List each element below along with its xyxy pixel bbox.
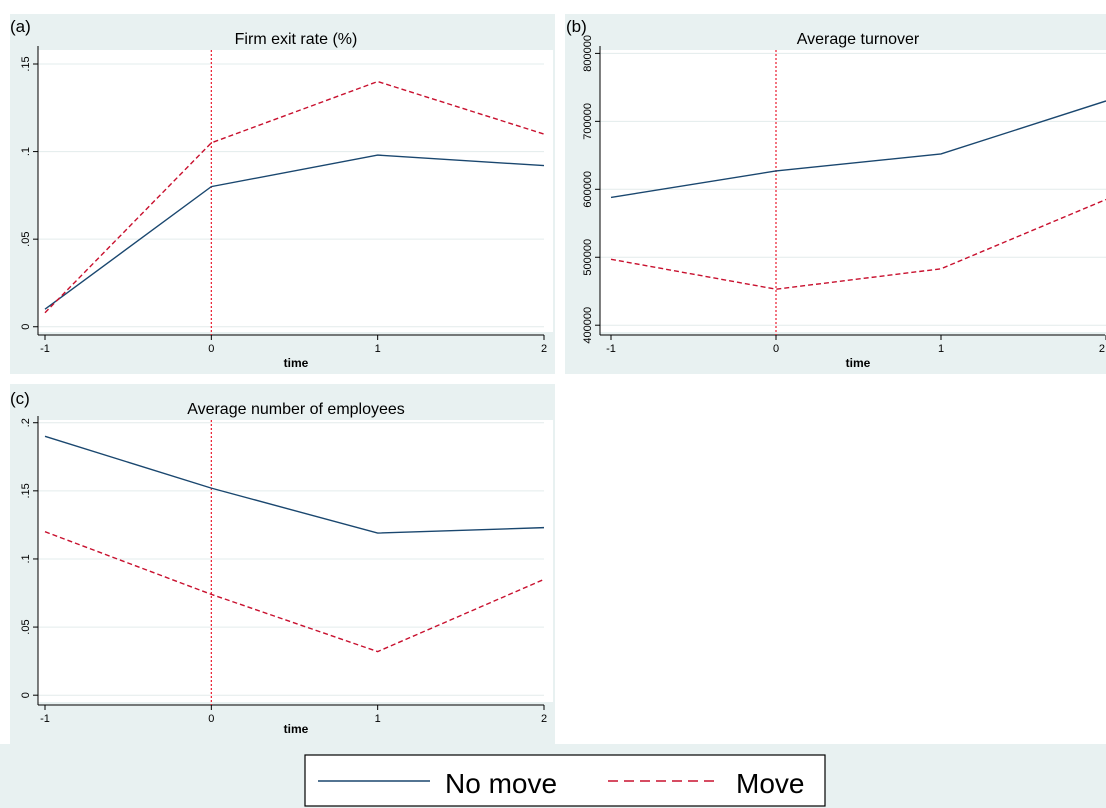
panel-b-y-tick-label: 800000 [582, 35, 594, 72]
panel-a-letter: (a) [10, 17, 31, 36]
panel-b-y-tick-label: 500000 [582, 239, 594, 276]
panel-b-series-no-move [610, 100, 1106, 199]
panel-b-x-tick-label: -1 [606, 343, 616, 355]
panel-a-y-tick-label: .1 [20, 147, 32, 156]
legend-label-move: Move [736, 768, 804, 799]
panel-c-x-axis-label: time [284, 722, 309, 736]
panel-c-x-tick-label: 0 [208, 713, 214, 725]
panel-b-title: Average turnover [797, 31, 920, 48]
panel-c-y-tick-label: 0 [20, 692, 32, 698]
panel-b-series-move [610, 198, 1106, 290]
panel-b-x-tick-label: 1 [938, 343, 944, 355]
panel-c: 0 .05 .1 .15 .2 -1 0 1 2 Average number of emplo… [10, 384, 555, 744]
panel-a-y-tick-label: .05 [20, 232, 32, 247]
panel-b: 400000 500000 600000 700000 800000 -1 0 1 2 Aver… [565, 14, 1106, 374]
panel-c-gridlines [38, 422, 544, 696]
panel-b-x-axis-label: time [846, 356, 871, 370]
panel-a-x-tick-label: 1 [375, 343, 381, 355]
panel-b-letter: (b) [566, 17, 587, 36]
panel-c-y-tick-label: .15 [20, 483, 32, 498]
panel-b-plot-area [600, 50, 1106, 332]
panel-a-y-tick-label: 0 [20, 324, 32, 330]
panel-c-x-tick-label: 1 [375, 713, 381, 725]
panel-b-x-tick-label: 2 [1099, 343, 1105, 355]
panel-b-marks: 400000 500000 600000 700000 800000 -1 0 1 2 [582, 35, 1106, 355]
panel-a-series-no-move [44, 154, 545, 310]
legend: No move Move [0, 744, 1106, 808]
panel-c-y-tick-label: .05 [20, 619, 32, 634]
panel-c-title: Average number of employees [187, 401, 405, 418]
panel-b-x-tick-label: 0 [773, 343, 779, 355]
panel-c-x-tick-label: -1 [40, 713, 50, 725]
legend-label-no-move: No move [445, 768, 557, 799]
panel-c-y-tick-label: .1 [20, 554, 32, 563]
panel-a-x-tick-label: 2 [541, 343, 547, 355]
panel-a-plot-area [38, 50, 553, 332]
panel-c-series-no-move [44, 435, 545, 534]
panel-a-y-tick-label: .15 [20, 56, 32, 71]
panel-b-y-tick-label: 600000 [582, 171, 594, 208]
panel-b-y-tick-label: 700000 [582, 103, 594, 140]
panel-a: 0 .05 .1 .15 -1 0 1 2 Firm exit rate (%) (a) ti… [10, 14, 555, 374]
panel-b-y-tick-label: 400000 [582, 307, 594, 344]
panel-c-series-move [44, 531, 545, 653]
panel-b-gridlines [600, 52, 1106, 326]
panel-c-marks: 0 .05 .1 .15 .2 -1 0 1 2 [20, 416, 547, 725]
panel-a-x-tick-label: -1 [40, 343, 50, 355]
panel-c-x-tick-label: 2 [541, 713, 547, 725]
panel-a-x-axis-label: time [284, 356, 309, 370]
panel-a-title: Firm exit rate (%) [235, 31, 358, 48]
panel-a-marks: 0 .05 .1 .15 -1 0 1 2 [20, 46, 547, 355]
panel-c-letter: (c) [10, 389, 30, 408]
panel-a-gridlines [38, 63, 544, 328]
panel-c-y-tick-label: .2 [20, 418, 32, 427]
panel-a-x-tick-label: 0 [208, 343, 214, 355]
panel-c-plot-area [38, 420, 553, 702]
